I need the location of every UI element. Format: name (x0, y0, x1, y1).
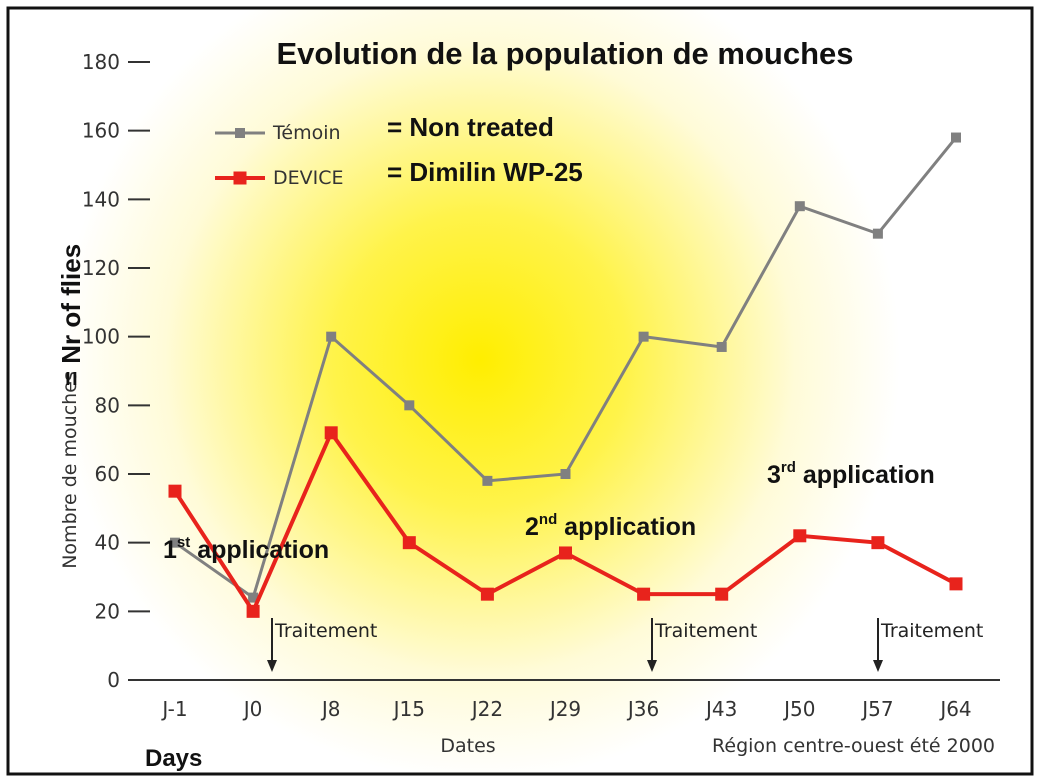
y-tick-label: 100 (82, 325, 120, 349)
x-tick-label: J43 (704, 697, 737, 721)
y-axis-note: = Nr of flies (56, 244, 86, 386)
y-axis-label: Nombre de mouches (59, 371, 81, 569)
x-tick-label: J8 (320, 697, 341, 721)
point (871, 536, 885, 550)
point (326, 331, 337, 342)
legend-note: = Non treated (387, 112, 554, 142)
annotation-number: 2 (525, 513, 539, 541)
y-tick-label: 40 (95, 531, 120, 555)
x-axis-label: Dates (440, 735, 495, 757)
point (949, 577, 963, 591)
point (872, 228, 883, 239)
point (480, 587, 494, 601)
legend-marker (233, 171, 247, 185)
point (715, 587, 729, 601)
x-axis-note: Days (145, 745, 202, 772)
x-tick-label: J15 (392, 697, 425, 721)
point (716, 341, 727, 352)
treatment-label: Traitement (274, 620, 377, 642)
annotation-number: 1 (163, 536, 177, 564)
annotation-text: application (557, 513, 696, 541)
annotation: 3rd application (767, 459, 935, 489)
treatment-arrow (267, 660, 277, 672)
point (168, 484, 182, 498)
x-tick-label: J36 (626, 697, 659, 721)
point (170, 537, 180, 548)
x-tick-label: J50 (782, 697, 815, 721)
x-tick-label: J0 (242, 697, 263, 721)
annotation-suffix: rd (781, 459, 796, 476)
point (248, 592, 259, 603)
treatment-label: Traitement (880, 620, 983, 642)
annotation: 2nd application (525, 511, 696, 541)
treatment-label: Traitement (654, 620, 757, 642)
x-tick-label: J29 (548, 697, 581, 721)
annotation-suffix: nd (539, 511, 557, 528)
legend-marker (235, 128, 245, 138)
x-tick-label: J22 (470, 697, 503, 721)
treatment-arrow (873, 660, 883, 672)
annotation-suffix: st (177, 534, 190, 551)
annotation-text: application (796, 461, 935, 489)
source: Région centre-ouest été 2000 (712, 735, 995, 757)
y-tick-label: 0 (107, 668, 120, 692)
y-tick-label: 120 (82, 256, 120, 280)
y-tick-label: 140 (82, 187, 120, 211)
annotation: 1st application (163, 534, 329, 564)
legend-note: = Dimilin WP-25 (387, 157, 583, 187)
point (638, 331, 649, 342)
x-tick-label: J64 (938, 697, 971, 721)
y-tick-label: 20 (95, 599, 120, 623)
y-tick-label: 180 (82, 50, 120, 74)
point (324, 426, 338, 440)
point (402, 536, 416, 550)
point (246, 604, 260, 618)
point (637, 587, 651, 601)
y-tick-label: 160 (82, 119, 120, 143)
x-tick-label: J57 (860, 697, 893, 721)
point (560, 469, 571, 479)
y-tick-label: 60 (95, 462, 120, 486)
annotation-number: 3 (767, 461, 781, 489)
point (559, 546, 572, 560)
point (793, 529, 807, 543)
point (482, 475, 493, 486)
legend-label: DEVICE (273, 167, 344, 189)
annotation-text: application (190, 536, 329, 564)
point (951, 132, 961, 143)
frame (6, 6, 1034, 776)
chart-title: Evolution de la population de mouches (277, 36, 854, 71)
treatment-arrow (647, 660, 657, 672)
legend-label: Témoin (272, 122, 341, 144)
point (794, 201, 805, 212)
point (404, 400, 415, 411)
x-tick-label: J-1 (160, 697, 187, 721)
y-tick-label: 80 (95, 393, 120, 417)
